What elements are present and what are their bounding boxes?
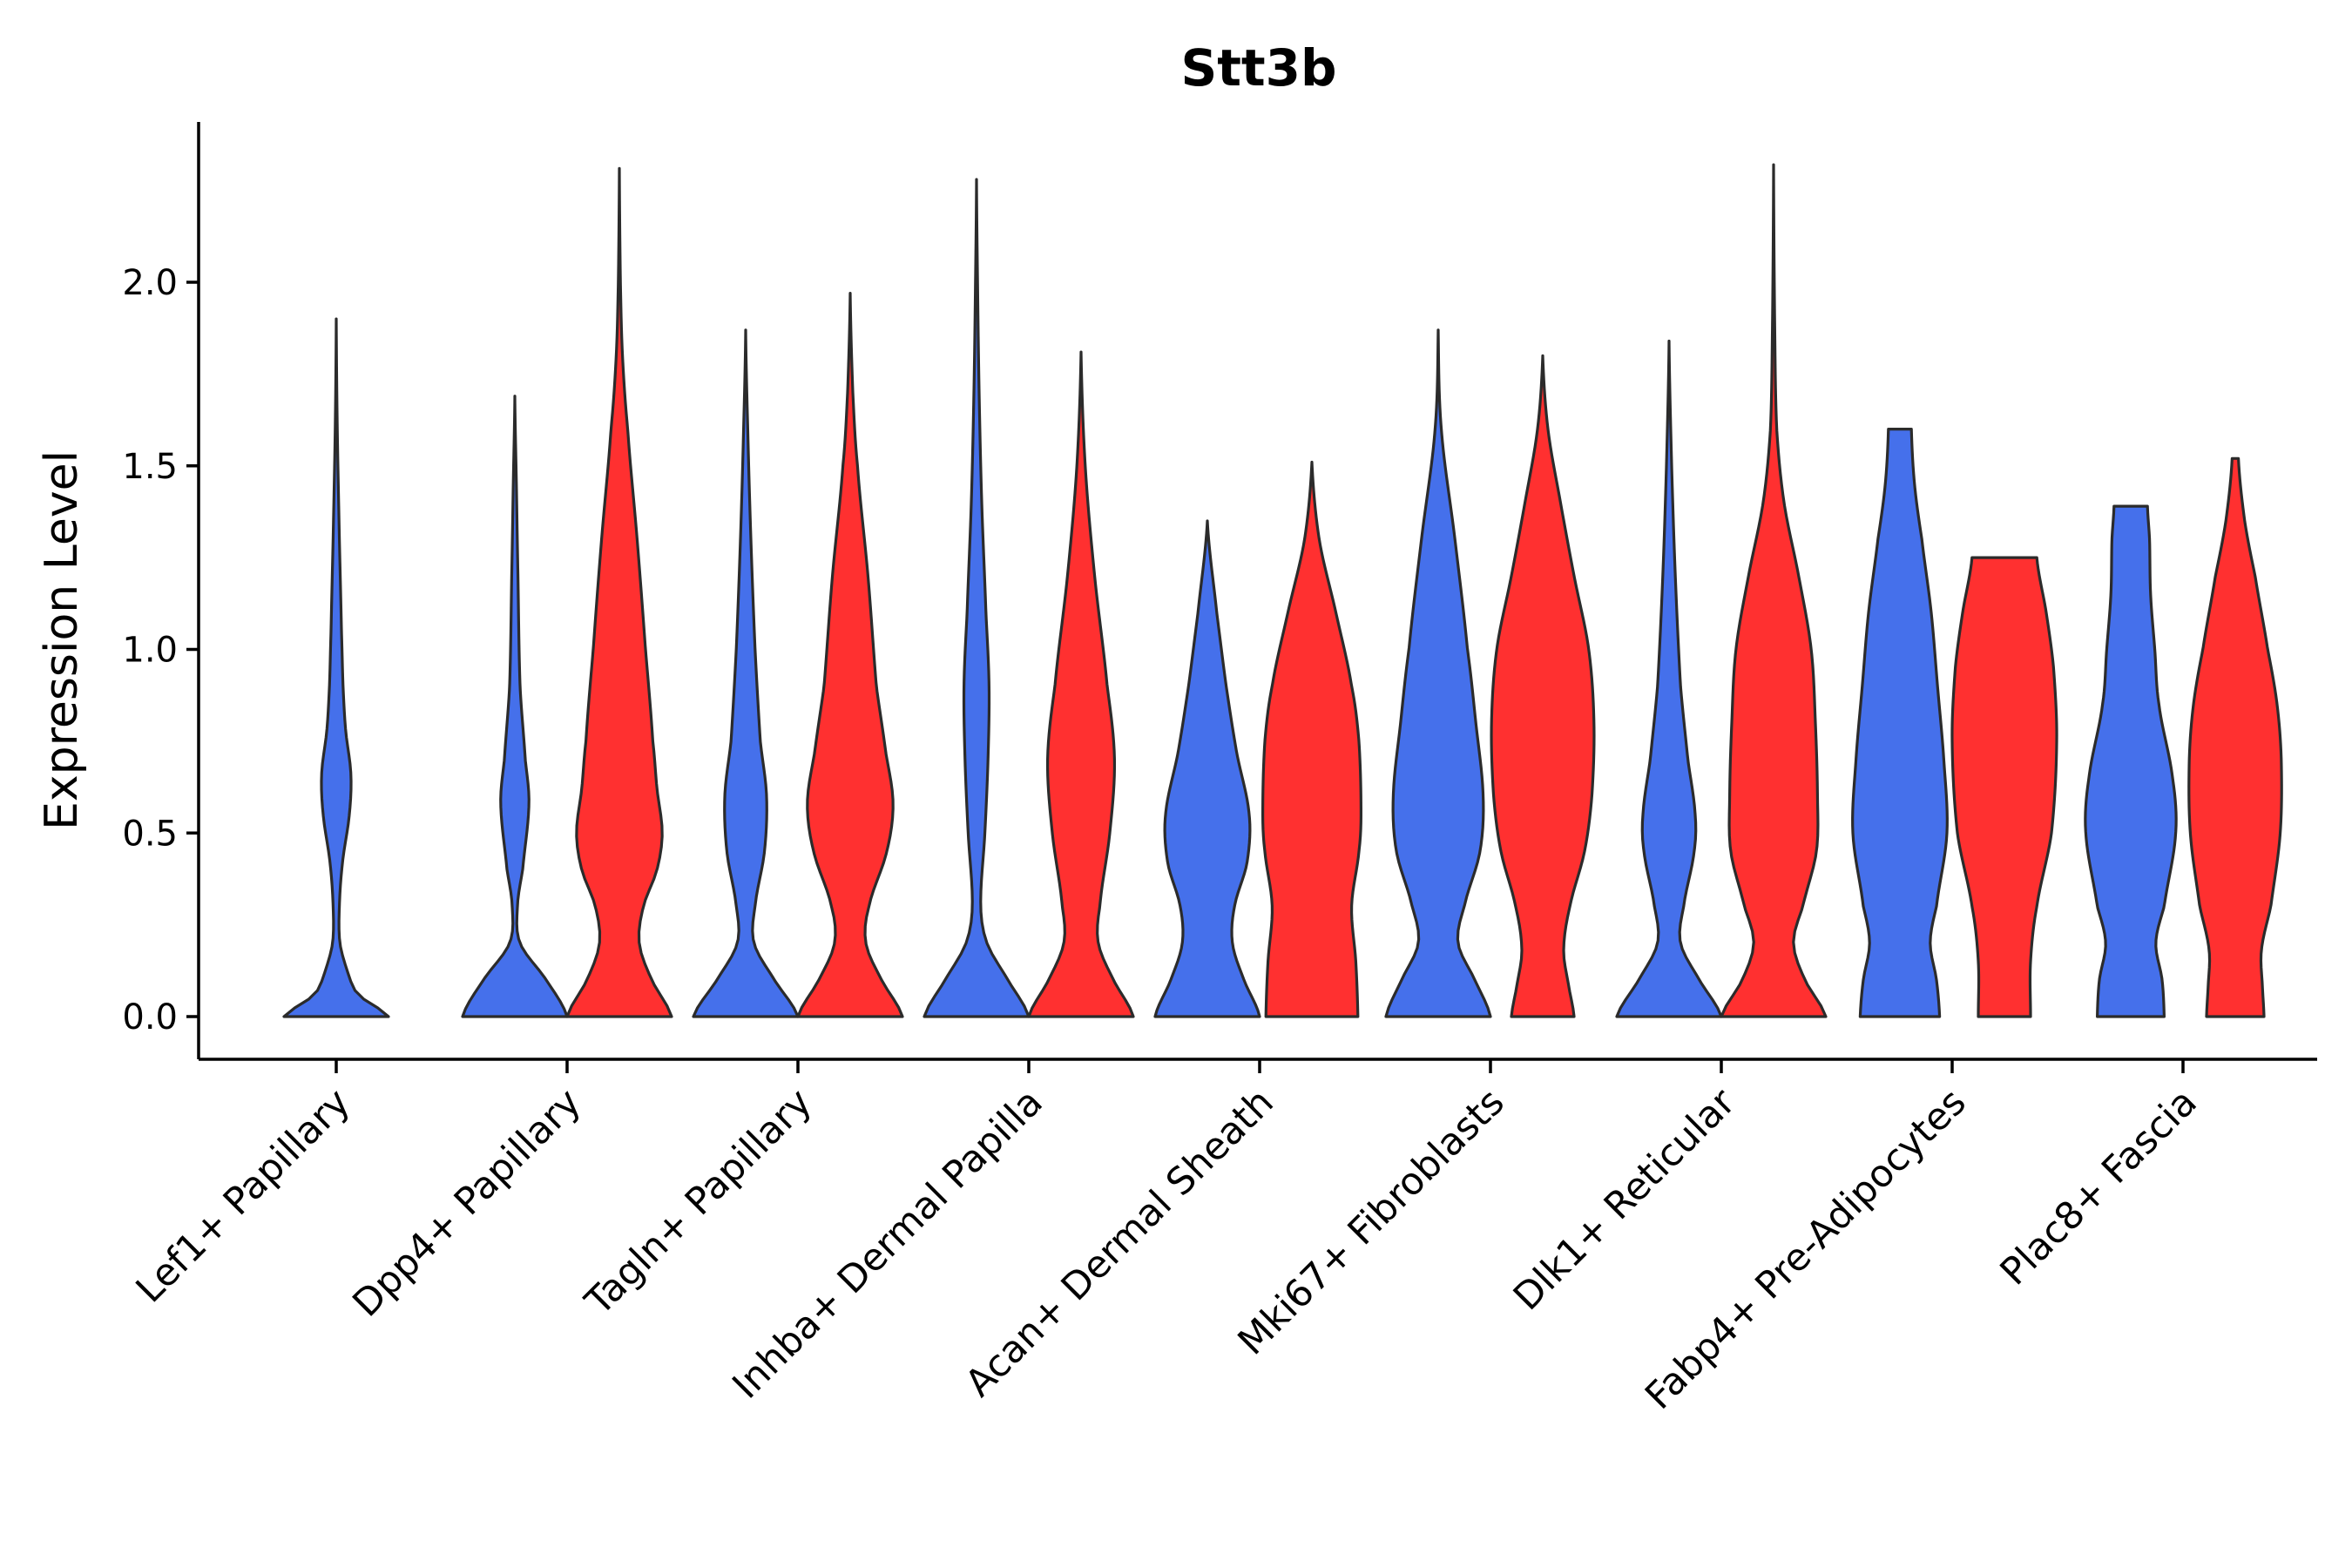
x-tick-label: Lef1+ Papillary: [128, 1080, 359, 1311]
violin-dlk1-reticular-blue: [1615, 339, 1723, 1018]
y-axis: 0.0 0.5 1.0 1.5 2.0: [122, 122, 200, 1059]
x-tick-label: Dpp4+ Papillary: [345, 1080, 590, 1325]
y-tick-label: 0.0: [122, 997, 178, 1037]
violin-lef1-papillary-blue: [282, 317, 390, 1018]
y-tick-label: 1.0: [122, 631, 178, 671]
y-tick-label: 0.5: [122, 814, 178, 854]
violin-dpp4-papillary-red: [565, 166, 673, 1018]
x-tick-label: Mki67+ Fibroblasts: [1230, 1080, 1513, 1363]
violin-dlk1-reticular-red: [1720, 163, 1828, 1018]
x-tick-label: Dlk1+ Reticular: [1505, 1080, 1744, 1319]
chart-title: Stt3b: [1180, 38, 1336, 98]
x-tick-label: Plac8+ Fascia: [1992, 1080, 2206, 1294]
violin-inhba-dermal-papilla-red: [1027, 350, 1135, 1018]
violin-fabp4-pre-adipocytes-blue: [1851, 428, 1949, 1018]
violin-acan-dermal-sheath-blue: [1153, 519, 1261, 1018]
violin-dpp4-papillary-blue: [461, 395, 569, 1018]
y-axis-label: Expression Level: [36, 450, 88, 830]
y-tick-label: 1.5: [122, 447, 178, 487]
x-tick-label: Tagln+ Papillary: [577, 1080, 821, 1324]
violin-plac8-fascia-red: [2187, 456, 2283, 1018]
violin-acan-dermal-sheath-red: [1261, 460, 1362, 1018]
violin-mki67-fibroblasts-red: [1490, 354, 1596, 1018]
violin-tagln-papillary-red: [796, 292, 904, 1018]
violin-tagln-papillary-blue: [692, 328, 800, 1018]
violin-fabp4-pre-adipocytes-red: [1950, 556, 2058, 1018]
violin-group: [282, 163, 2283, 1018]
y-tick-label: 2.0: [122, 263, 178, 303]
violin-mki67-fibroblasts-blue: [1384, 328, 1492, 1018]
violin-plac8-fascia-blue: [2084, 504, 2178, 1018]
violin-inhba-dermal-papilla-blue: [923, 178, 1031, 1018]
